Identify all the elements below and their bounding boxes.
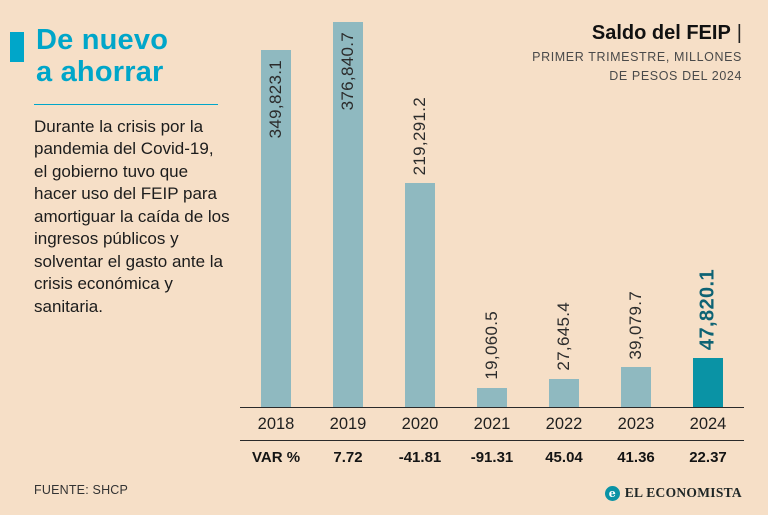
x-tick-2021: 2021 bbox=[473, 415, 511, 433]
bar-column-2023: 39,079.7 bbox=[600, 22, 672, 407]
var-value-2020: -41.81 bbox=[398, 449, 442, 466]
bar-2018 bbox=[261, 49, 291, 407]
bar-value-label-2018: 349,823.1 bbox=[266, 59, 285, 138]
var-value-2021: -91.31 bbox=[470, 449, 514, 466]
bar-column-2018: 349,823.1 bbox=[240, 22, 312, 407]
chart-title-pipe: | bbox=[736, 22, 742, 44]
chart-title-row: Saldo del FEIP | bbox=[462, 22, 742, 45]
bar-column-2022: 27,645.4 bbox=[528, 22, 600, 407]
brand-logo: e EL ECONOMISTA bbox=[604, 485, 742, 501]
page-title-line1: De nuevo bbox=[36, 24, 169, 56]
bar-value-label-2023: 39,079.7 bbox=[626, 290, 645, 360]
bar-value-label-2019: 376,840.7 bbox=[338, 32, 357, 111]
bar-chart: 349,823.1 376,840.7 219,291.2 19,060.5 27,64… bbox=[240, 22, 744, 466]
bar-2019 bbox=[333, 22, 363, 407]
source-label: FUENTE: SHCP bbox=[34, 483, 129, 497]
x-tick-2022: 2022 bbox=[545, 415, 583, 433]
el-economista-icon: e bbox=[604, 485, 620, 501]
chart-subtitle-line1: PRIMER TRIMESTRE, MILLONES bbox=[532, 50, 742, 64]
x-tick-2020: 2020 bbox=[401, 415, 439, 433]
bar-value-label-2021: 19,060.5 bbox=[482, 310, 501, 380]
page-title-line2: a ahorrar bbox=[36, 56, 164, 89]
var-separator-line bbox=[240, 440, 744, 441]
x-tick-2023: 2023 bbox=[617, 415, 655, 433]
bar-value-label-2020: 219,291.2 bbox=[410, 96, 429, 175]
bar-column-2019: 376,840.7 bbox=[312, 22, 384, 407]
page-title: De nuevo a ahorrar bbox=[36, 24, 168, 89]
chart-title: Saldo del FEIP bbox=[591, 22, 731, 44]
x-axis-line bbox=[240, 407, 744, 408]
x-tick-2018: 2018 bbox=[257, 415, 295, 433]
var-value-2022: 45.04 bbox=[545, 449, 583, 466]
x-axis-labels: 2018 2019 2020 2021 2022 2023 2024 bbox=[240, 408, 744, 440]
brand-name: EL ECONOMISTA bbox=[624, 485, 742, 500]
var-value-2024: 22.37 bbox=[689, 449, 727, 466]
x-tick-2019: 2019 bbox=[329, 415, 367, 433]
var-percent-row: VAR % 7.72 -41.81 -91.31 45.04 41.36 22.37 bbox=[240, 441, 744, 466]
x-tick-2024: 2024 bbox=[689, 415, 727, 433]
chart-subtitle-line2: DE PESOS DEL 2024 bbox=[609, 69, 742, 83]
bar-value-label-2022: 27,645.4 bbox=[554, 302, 573, 371]
bar-2023 bbox=[621, 367, 651, 407]
title-bullet-mark bbox=[10, 32, 24, 62]
bars-area: 349,823.1 376,840.7 219,291.2 19,060.5 27,64… bbox=[240, 22, 744, 407]
var-value-2019: 7.72 bbox=[333, 449, 363, 466]
description-paragraph: Durante la crisis por la pandemia del Co… bbox=[34, 117, 230, 316]
bar-column-2020: 219,291.2 bbox=[384, 22, 456, 407]
title-underline bbox=[34, 104, 218, 105]
chart-header: Saldo del FEIP | PRIMER TRIMESTRE, MILLON… bbox=[462, 22, 742, 83]
var-value-2023: 41.36 bbox=[617, 449, 655, 466]
bar-2022 bbox=[549, 378, 579, 407]
bar-2020 bbox=[405, 183, 435, 407]
bar-column-2021: 19,060.5 bbox=[456, 22, 528, 407]
bar-column-2024: 47,820.1 bbox=[672, 22, 744, 407]
var-row-label: VAR % bbox=[251, 449, 301, 466]
bar-2024 bbox=[693, 358, 723, 407]
bar-value-label-2024: 47,820.1 bbox=[696, 269, 719, 351]
bar-2021 bbox=[477, 387, 507, 407]
